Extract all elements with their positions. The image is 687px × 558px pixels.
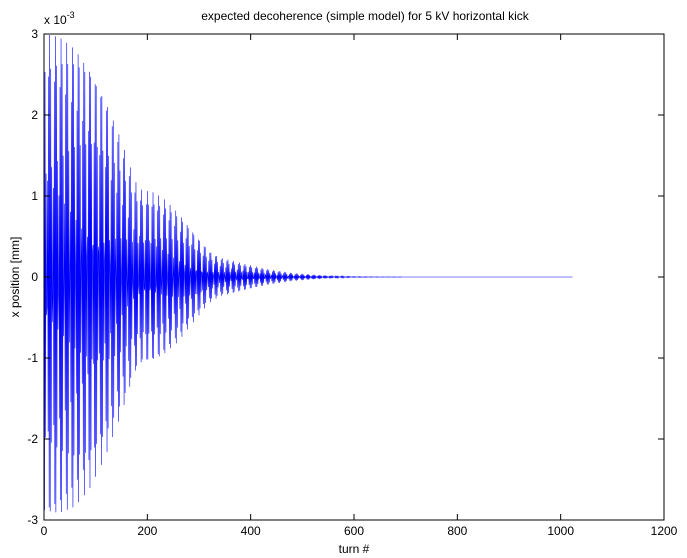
y-axis-label: x position [mm] bbox=[8, 237, 22, 318]
y-axis-exponent-power: -3 bbox=[67, 10, 75, 20]
x-tick-label: 600 bbox=[344, 524, 364, 538]
x-axis-label: turn # bbox=[339, 542, 370, 556]
x-tick-label: 1200 bbox=[651, 524, 678, 538]
x-tick-label: 800 bbox=[447, 524, 467, 538]
x-tick-label: 200 bbox=[137, 524, 157, 538]
x-tick-label: 0 bbox=[41, 524, 48, 538]
x-tick-label: 1000 bbox=[547, 524, 574, 538]
chart-title: expected decoherence (simple model) for … bbox=[201, 9, 529, 23]
y-tick-label: 2 bbox=[31, 108, 38, 122]
axis-ticks: 0 200 400 600 800 1000 1200 -3 -2 -1 0 1 2 3 bbox=[27, 27, 677, 538]
y-axis-exponent: x 10-3 bbox=[44, 10, 75, 27]
y-tick-label: -3 bbox=[27, 513, 38, 527]
y-tick-label: 1 bbox=[31, 189, 38, 203]
x-tick-label: 400 bbox=[241, 524, 261, 538]
y-tick-label: -1 bbox=[27, 351, 38, 365]
y-axis-exponent-base: x 10 bbox=[44, 13, 67, 27]
y-tick-label: 3 bbox=[31, 27, 38, 41]
y-tick-label: -2 bbox=[27, 432, 38, 446]
y-tick-label: 0 bbox=[31, 270, 38, 284]
decoherence-signal-line bbox=[44, 34, 573, 513]
